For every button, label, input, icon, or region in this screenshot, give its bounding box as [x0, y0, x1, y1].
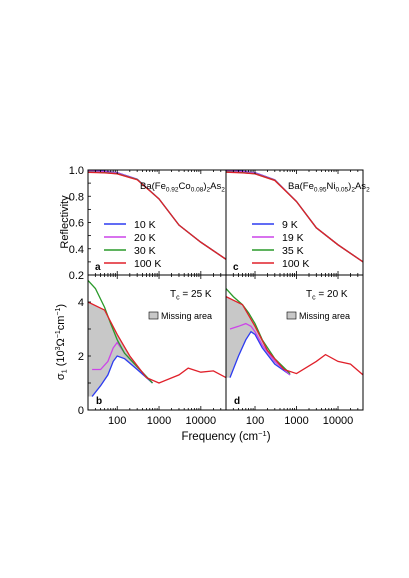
x-tick-label: 100	[246, 415, 264, 427]
panel-letter-d: d	[234, 396, 240, 407]
x-tick-label: 100	[108, 415, 126, 427]
tc-label-b: Tc = 25 K	[170, 289, 212, 302]
compound-label-a: Ba(Fe0.92Co0.08)2As2	[140, 181, 225, 194]
y-tick-label: 4	[78, 297, 84, 309]
legend-label: 9 K	[282, 219, 298, 231]
legend-label: 19 K	[282, 232, 304, 244]
panel-frames	[87, 169, 364, 411]
series-line-100k	[88, 301, 226, 384]
panel-a-reflectivity	[88, 170, 226, 260]
legend-label: 100 K	[134, 258, 161, 270]
x-tick-label: 10000	[186, 415, 217, 427]
x-axis-label: Frequency (cm−1)	[181, 429, 270, 443]
missing-area-swatch-b	[148, 311, 159, 320]
y-tick-label: 0.6	[69, 218, 84, 230]
legend-label: 20 K	[134, 232, 156, 244]
panel-letter-b: b	[96, 396, 102, 407]
series-line-100k	[226, 171, 363, 263]
missing-area-swatch-d	[286, 311, 297, 320]
y-tick-label: 1.0	[69, 165, 84, 177]
series-line-35k	[226, 288, 291, 375]
legend-label: 30 K	[134, 245, 156, 257]
missing-area-label-d: Missing area	[299, 311, 350, 321]
panel-d-conductivity	[226, 288, 363, 378]
x-tick-label: 1000	[284, 415, 308, 427]
panel-b-conductivity	[88, 279, 226, 397]
panel-letter-a: a	[95, 262, 101, 273]
series-line-10k	[91, 355, 153, 397]
legend-label: 100 K	[282, 258, 309, 270]
series-line-9k	[229, 330, 291, 378]
missing-area-label-b: Missing area	[161, 311, 212, 321]
x-tick-label: 1000	[147, 415, 171, 427]
y-tick-label: 2	[78, 351, 84, 363]
series-line-100k	[88, 171, 226, 260]
tick-labels: 0.2 0.4 0.6 0.8 1.0 100 1000 10000 0 2 4 100 1000 100…	[69, 165, 354, 427]
y-axis-label-reflectivity: Reflectivity	[59, 195, 71, 249]
legend-label: 10 K	[134, 219, 156, 231]
compound-label-c: Ba(Fe0.95Ni0.05)2As2	[288, 181, 370, 194]
panel-letter-c: c	[233, 262, 239, 273]
tc-label-d: Tc = 20 K	[306, 289, 348, 302]
series-line-100k	[226, 296, 363, 376]
y-tick-label: 0	[78, 405, 84, 417]
x-tick-label: 10000	[323, 415, 354, 427]
axis-ticks	[87, 169, 364, 411]
series-line-30k	[88, 279, 153, 384]
series-line-19k	[229, 322, 291, 376]
legend-label: 35 K	[282, 245, 304, 257]
panel-c-reflectivity	[226, 170, 363, 263]
y-tick-label: 0.2	[69, 270, 84, 282]
y-axis-label-conductivity: σ1 (103Ω−1cm−1)	[55, 304, 69, 380]
missing-area-shading	[88, 302, 153, 397]
y-tick-label: 0.4	[69, 244, 84, 256]
y-tick-label: 0.8	[69, 191, 84, 203]
